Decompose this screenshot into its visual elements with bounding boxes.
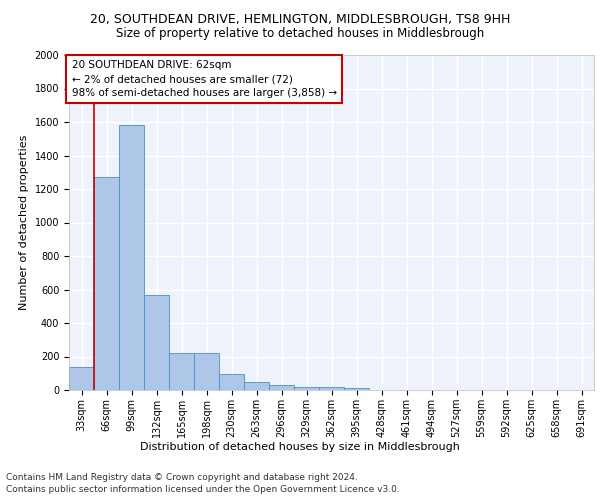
Text: Size of property relative to detached houses in Middlesbrough: Size of property relative to detached ho… [116,28,484,40]
Bar [344,388,369,390]
Text: Contains HM Land Registry data © Crown copyright and database right 2024.: Contains HM Land Registry data © Crown c… [6,472,358,482]
Text: Distribution of detached houses by size in Middlesbrough: Distribution of detached houses by size … [140,442,460,452]
Bar [169,353,194,390]
Bar [319,388,344,390]
Bar [144,294,169,390]
Bar [219,374,244,390]
Bar [94,178,119,390]
Bar [294,386,319,390]
Text: 20 SOUTHDEAN DRIVE: 62sqm
← 2% of detached houses are smaller (72)
98% of semi-d: 20 SOUTHDEAN DRIVE: 62sqm ← 2% of detach… [71,60,337,98]
Bar [194,353,219,390]
Y-axis label: Number of detached properties: Number of detached properties [19,135,29,310]
Bar [119,126,144,390]
Text: Contains public sector information licensed under the Open Government Licence v3: Contains public sector information licen… [6,485,400,494]
Bar [244,382,269,390]
Bar [269,385,294,390]
Text: 20, SOUTHDEAN DRIVE, HEMLINGTON, MIDDLESBROUGH, TS8 9HH: 20, SOUTHDEAN DRIVE, HEMLINGTON, MIDDLES… [90,12,510,26]
Bar [69,366,94,390]
